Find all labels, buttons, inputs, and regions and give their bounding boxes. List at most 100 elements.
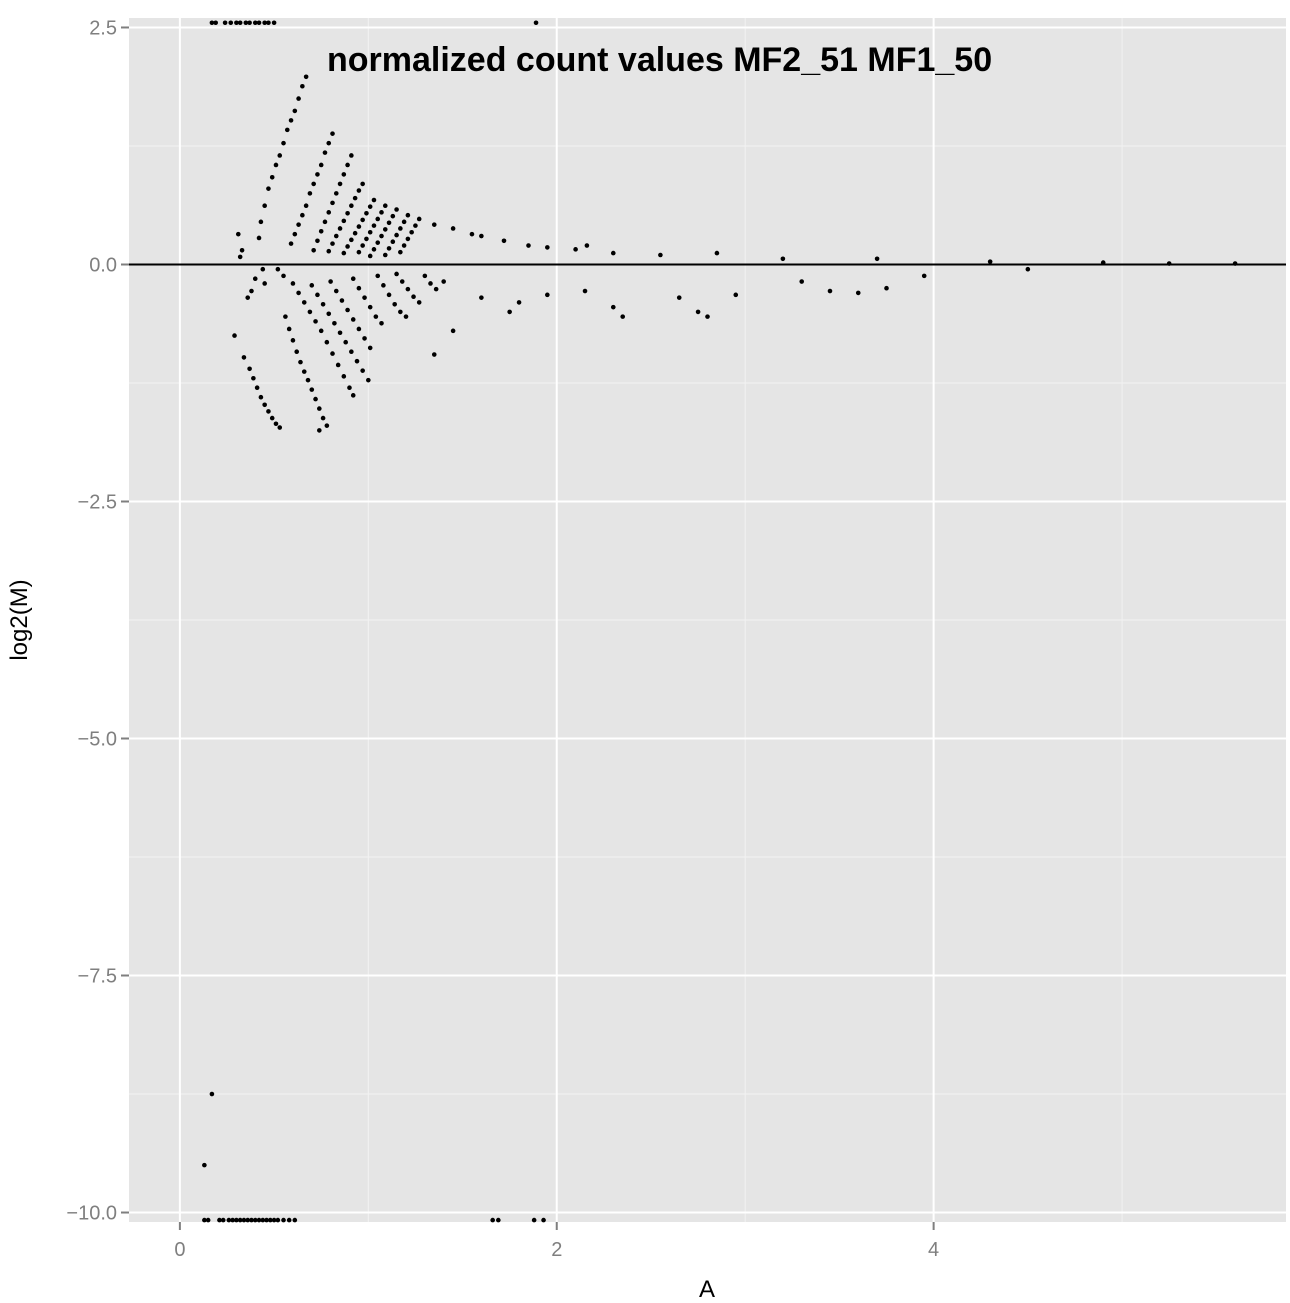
data-point <box>292 108 298 114</box>
data-point <box>354 358 360 364</box>
x-tick-label: 4 <box>928 1239 939 1261</box>
data-point <box>273 421 279 427</box>
data-point <box>239 247 245 253</box>
data-point <box>392 302 397 307</box>
data-point <box>324 339 330 345</box>
data-point <box>217 1217 222 1223</box>
data-point <box>296 290 301 296</box>
data-point <box>416 216 422 222</box>
data-point <box>237 1217 243 1223</box>
data-point <box>352 230 358 236</box>
data-point <box>349 349 354 355</box>
data-point <box>705 314 710 319</box>
data-point <box>382 252 388 258</box>
data-point <box>352 195 358 201</box>
data-point <box>356 188 362 193</box>
chart-title: normalized count values MF2_51 MF1_50 <box>327 41 992 79</box>
data-point <box>209 1091 215 1097</box>
data-point <box>247 366 252 372</box>
data-point <box>367 253 373 259</box>
data-point <box>884 285 889 291</box>
data-point <box>1025 266 1031 272</box>
data-point <box>202 1162 207 1168</box>
data-point <box>294 349 300 355</box>
data-point <box>202 1217 207 1223</box>
data-point <box>333 191 339 196</box>
data-point <box>237 254 243 260</box>
data-point <box>317 406 322 411</box>
data-point <box>249 288 254 294</box>
data-point <box>398 226 403 231</box>
data-point <box>695 309 701 315</box>
data-point <box>379 210 384 215</box>
data-point <box>490 1217 495 1223</box>
data-point <box>252 20 258 26</box>
data-point <box>315 172 320 177</box>
data-point <box>292 231 298 237</box>
data-point <box>405 286 411 292</box>
data-point <box>582 288 588 294</box>
minor-gridlines <box>129 18 1286 1222</box>
data-point <box>245 295 251 300</box>
data-point <box>271 20 277 26</box>
data-point <box>855 290 861 296</box>
data-point <box>341 250 347 256</box>
data-point <box>375 216 381 222</box>
data-point <box>356 224 362 229</box>
data-point <box>350 393 356 398</box>
data-point <box>987 259 993 264</box>
data-point <box>315 292 320 298</box>
data-point <box>234 1217 239 1223</box>
data-point <box>311 247 316 253</box>
data-point <box>288 118 294 123</box>
data-point <box>234 20 239 26</box>
data-point <box>290 338 296 343</box>
data-point <box>322 150 328 155</box>
data-point <box>360 217 365 223</box>
data-point <box>390 239 396 245</box>
data-point <box>309 387 315 392</box>
data-point <box>296 96 301 101</box>
data-point <box>386 292 392 298</box>
data-point <box>516 300 522 305</box>
data-point <box>277 425 283 430</box>
data-point <box>298 359 303 365</box>
data-point <box>305 377 311 383</box>
x-tick-label: 0 <box>174 1239 185 1261</box>
data-point <box>349 237 354 243</box>
data-point <box>356 285 362 291</box>
data-point <box>283 314 288 319</box>
data-point <box>324 423 330 428</box>
data-point <box>405 212 411 218</box>
data-point <box>326 311 332 317</box>
data-point <box>313 396 318 402</box>
data-point <box>428 281 433 286</box>
data-point <box>356 249 362 255</box>
data-point <box>230 1217 235 1223</box>
data-point <box>373 314 379 319</box>
data-point <box>330 200 335 206</box>
y-tick-label: 0.0 <box>89 254 117 276</box>
data-point <box>496 1217 501 1223</box>
data-point <box>431 222 437 227</box>
data-point <box>733 292 739 298</box>
data-point <box>277 153 283 158</box>
data-point <box>375 273 381 279</box>
data-point <box>258 394 264 400</box>
data-point <box>228 20 234 26</box>
data-point <box>303 74 309 80</box>
data-point <box>386 246 392 251</box>
data-point <box>362 336 367 341</box>
y-tick-label: −10.0 <box>66 1203 117 1225</box>
data-point <box>262 203 267 209</box>
data-point <box>398 309 403 315</box>
y-tick-label: −5.0 <box>78 729 117 751</box>
data-point <box>360 368 365 373</box>
data-point <box>220 1217 226 1223</box>
data-point <box>337 330 343 336</box>
data-point <box>360 181 365 187</box>
data-point <box>584 243 590 248</box>
data-point <box>315 238 320 244</box>
data-point <box>545 292 550 298</box>
data-point <box>275 1217 281 1223</box>
